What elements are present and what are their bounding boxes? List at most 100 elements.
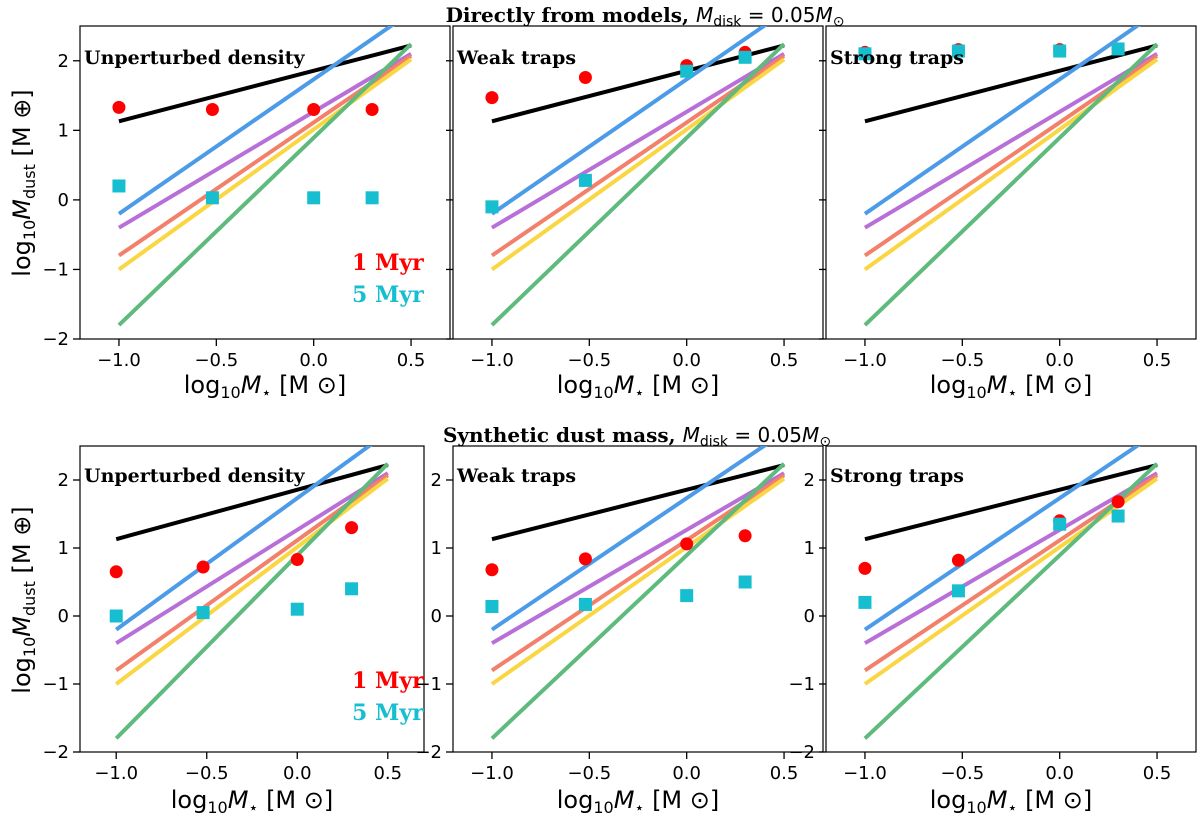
panel-title: Weak traps (456, 465, 576, 487)
point-1myr (1111, 495, 1125, 509)
panel-title: Weak traps (456, 47, 576, 69)
y-tick-label: −1 (42, 259, 69, 280)
point-1myr (485, 91, 499, 105)
panel-frame (825, 445, 1197, 753)
x-axis-label: log10M⋆ [M ⊙] (930, 786, 1093, 817)
x-axis-label: log10M⋆ [M ⊙] (184, 371, 347, 402)
y-tick-label: −1 (788, 674, 815, 695)
model-line-2 (863, 471, 1159, 645)
point-1myr (290, 553, 304, 567)
x-label-m: M (241, 371, 262, 399)
x-tick-label: 0.5 (373, 763, 402, 784)
model-line-4 (863, 477, 1159, 686)
point-5myr (951, 44, 965, 58)
model-line-2 (490, 52, 786, 230)
y-label-top-sub: dust (20, 164, 39, 199)
point-5myr (680, 589, 694, 603)
x-tick-label: −1.0 (470, 350, 514, 371)
row-title-top-sun: ⊙ (833, 14, 845, 30)
x-tick-label: −1.0 (94, 763, 138, 784)
point-5myr (1053, 44, 1067, 58)
x-tick-label: −0.5 (940, 350, 984, 371)
row-title-top-m: M (696, 3, 713, 27)
model-line-5 (114, 462, 390, 740)
point-5myr (112, 179, 126, 193)
model-line-1 (490, 446, 768, 632)
model-line-1 (115, 446, 373, 632)
panel-top-strong: −1.0 −0.5 0.0 0.5 Strong traps (819, 25, 1197, 371)
y-tick-label: 1 (804, 538, 815, 559)
x-label-log: log (557, 786, 594, 814)
x-label-m: M (228, 786, 249, 814)
row-title-bottom-text: Synthetic dust mass, (443, 423, 683, 447)
point-1myr (109, 565, 123, 579)
x-axis-label: log10M⋆ [M ⊙] (171, 786, 334, 817)
x-label-sub: ⋆ (634, 383, 644, 402)
point-5myr (1111, 509, 1125, 523)
point-5myr (485, 599, 499, 613)
x-axis-label: log10M⋆ [M ⊙] (557, 371, 720, 402)
y-tick-label: −1 (42, 674, 69, 695)
panel-title: Strong traps (830, 47, 964, 69)
x-label-10: 10 (207, 798, 227, 817)
x-label-log: log (184, 371, 221, 399)
x-label-unit: [M ⊙] (271, 371, 346, 399)
point-1myr (738, 529, 752, 543)
x-axis-label: log10M⋆ [M ⊙] (930, 371, 1093, 402)
model-line-0 (864, 463, 1158, 542)
x-axis-label: log10M⋆ [M ⊙] (557, 786, 720, 817)
x-axis-labels: log10M⋆ [M ⊙] log10M⋆ [M ⊙] log10M⋆ [M ⊙… (171, 371, 1093, 817)
x-tick-label: −1.0 (470, 763, 514, 784)
x-label-unit: [M ⊙] (644, 786, 719, 814)
row-title-bottom-m2: M (802, 423, 819, 447)
model-line-4 (863, 57, 1159, 272)
point-5myr (578, 597, 592, 611)
point-1myr (951, 553, 965, 567)
model-line-4 (490, 477, 786, 686)
y-label-bottom-log: log (8, 657, 36, 694)
x-tick-label: 0.0 (299, 350, 328, 371)
panel-bottom-strong: −1.0 −0.5 0.0 0.5 −2 −1 0 1 2 Strong traps (788, 445, 1197, 784)
x-label-sub: ⋆ (634, 798, 644, 817)
y-axis-label-bottom: log10Mdust [M ⊕] (8, 506, 39, 693)
x-label-unit: [M ⊙] (1017, 786, 1092, 814)
y-tick-label: 0 (58, 606, 69, 627)
panel-frame (825, 25, 1197, 340)
model-line-0 (864, 43, 1158, 124)
x-tick-label: 0.0 (672, 763, 701, 784)
x-label-10: 10 (593, 383, 613, 402)
x-tick-label: −1.0 (97, 350, 141, 371)
row-title-bottom-sun: ⊙ (819, 434, 831, 450)
x-tick-label: 0.0 (672, 350, 701, 371)
panel-top-unperturbed: −1.0 −0.5 0.0 0.5 −2 −1 0 1 2 Unperturbed densit… (42, 25, 451, 371)
x-label-m: M (987, 786, 1008, 814)
model-line-1 (490, 26, 768, 216)
point-5myr (858, 595, 872, 609)
point-5myr (1053, 517, 1067, 531)
model-line-5 (490, 42, 786, 327)
point-1myr (112, 100, 126, 114)
x-label-unit: [M ⊙] (258, 786, 333, 814)
point-5myr (738, 575, 752, 589)
x-label-10: 10 (966, 383, 986, 402)
model-line-5 (117, 42, 413, 327)
point-1myr (307, 102, 321, 116)
model-line-4 (117, 57, 413, 272)
x-label-log: log (171, 786, 208, 814)
point-1myr (205, 102, 219, 116)
x-tick-label: −0.5 (194, 350, 238, 371)
point-1myr (345, 521, 359, 535)
x-label-sub: ⋆ (1007, 383, 1017, 402)
point-1myr (858, 561, 872, 575)
x-label-10: 10 (593, 798, 613, 817)
x-label-log: log (930, 786, 967, 814)
model-line-0 (115, 463, 389, 542)
y-tick-label: 1 (431, 538, 442, 559)
point-1myr (196, 560, 210, 574)
point-5myr (365, 191, 379, 205)
y-tick-label: 2 (431, 470, 442, 491)
y-tick-label: −1 (415, 674, 442, 695)
panel-top-weak: −1.0 −0.5 0.0 0.5 Weak traps (446, 25, 824, 371)
x-tick-label: −1.0 (843, 763, 887, 784)
x-tick-label: 0.0 (1045, 763, 1074, 784)
